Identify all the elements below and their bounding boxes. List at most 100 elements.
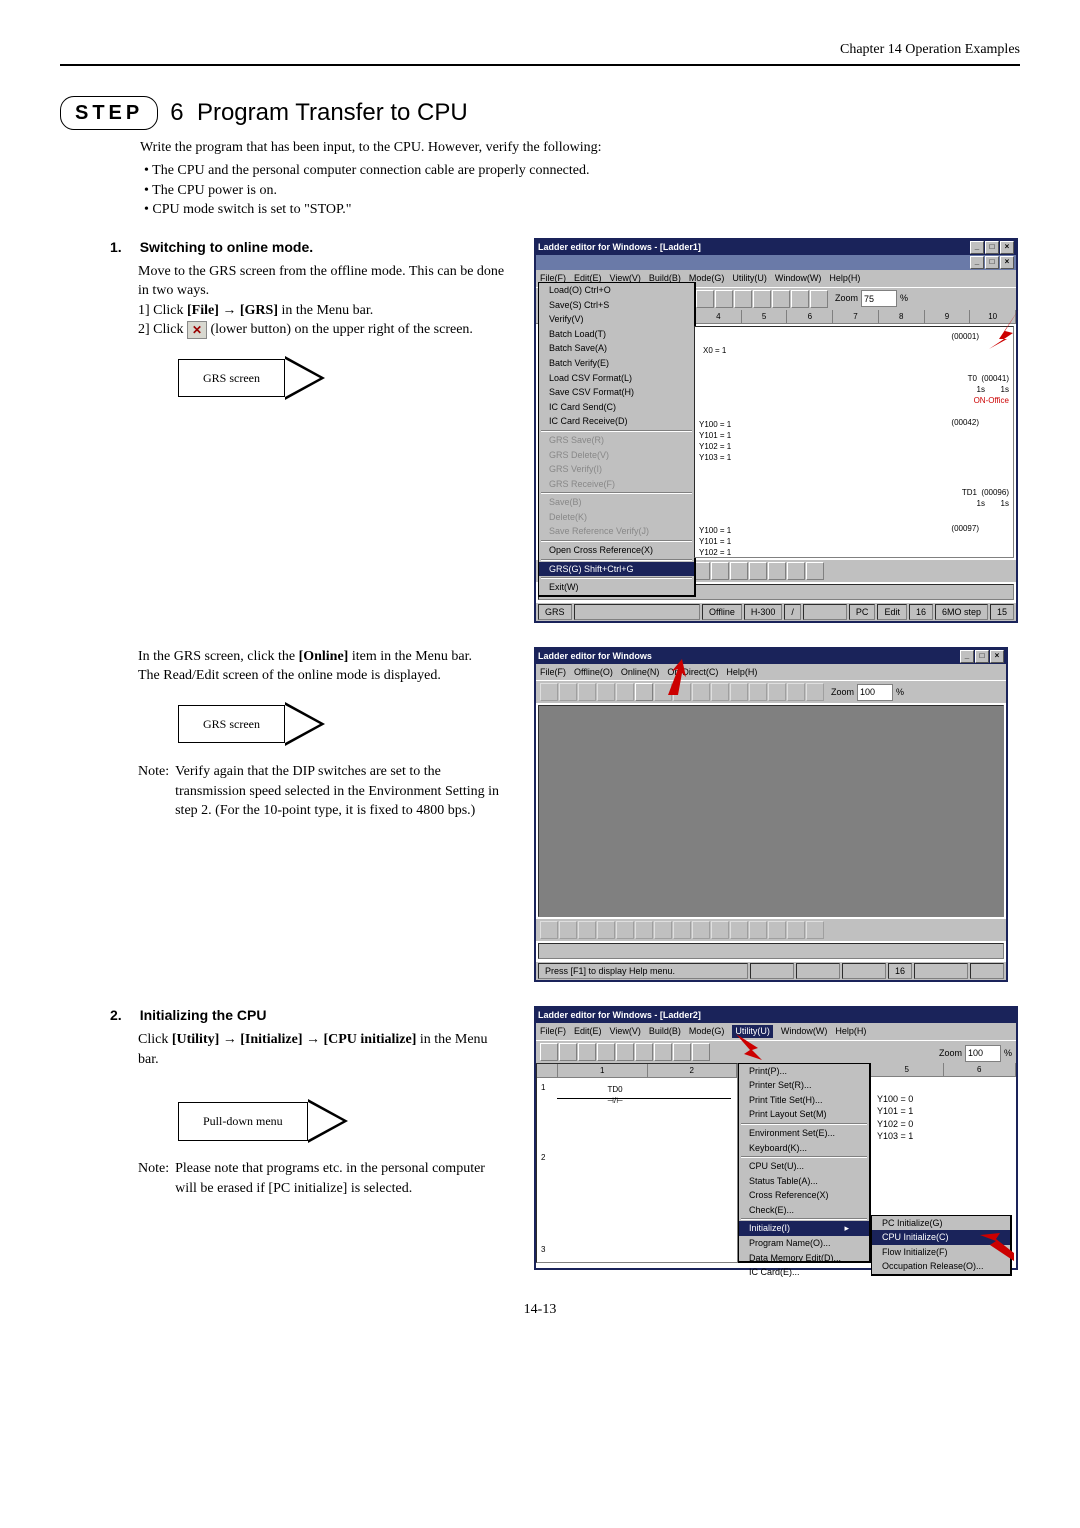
menubar[interactable]: File(F) Offline(O) Online(N) On-Direct(C… — [536, 664, 1006, 681]
menu-item[interactable]: Print(P)... — [739, 1064, 869, 1079]
menu-item[interactable]: Cross Reference(X) — [739, 1188, 869, 1203]
menu-item[interactable]: Save(S) Ctrl+S — [539, 298, 694, 313]
menu-item[interactable]: Window(W) — [775, 272, 822, 285]
tool-button[interactable] — [734, 290, 752, 308]
tool-button[interactable] — [806, 562, 824, 580]
tool-button[interactable] — [597, 1043, 615, 1061]
txt: Y100 = 1 — [699, 526, 731, 535]
tool-button[interactable] — [578, 1043, 596, 1061]
zoom-control[interactable]: Zoom % — [835, 290, 908, 307]
col: 2 — [648, 1064, 738, 1077]
tool-button[interactable] — [768, 562, 786, 580]
step-title: 6 Program Transfer to CPU — [170, 96, 467, 130]
zoom-control[interactable]: Zoom % — [939, 1045, 1012, 1062]
tool-button[interactable] — [749, 562, 767, 580]
menu-item[interactable]: Online(N) — [621, 666, 660, 679]
tool-button[interactable] — [753, 290, 771, 308]
tool-button[interactable] — [715, 290, 733, 308]
menu-item[interactable]: Build(B) — [649, 1025, 681, 1038]
tool-button[interactable] — [787, 562, 805, 580]
close-icon[interactable]: × — [990, 650, 1004, 663]
menu-item[interactable]: Data Memory Edit(D)... — [739, 1251, 869, 1266]
tool-button[interactable] — [654, 1043, 672, 1061]
maximize-icon[interactable]: □ — [985, 256, 999, 269]
menu-item[interactable]: Status Table(A)... — [739, 1174, 869, 1189]
tool-button[interactable] — [730, 562, 748, 580]
menu-item[interactable]: File(F) — [540, 1025, 566, 1038]
win-title: Ladder editor for Windows - [Ladder1] — [538, 241, 701, 254]
zoom-pct: % — [900, 292, 908, 305]
tool-button[interactable] — [692, 1043, 710, 1061]
menu-item[interactable]: IC Card(E)... — [739, 1265, 869, 1280]
tool-button[interactable] — [711, 562, 729, 580]
tool-button[interactable] — [616, 1043, 634, 1061]
menu-item[interactable]: Verify(V) — [539, 312, 694, 327]
menu-item-initialize[interactable]: Initialize(I)▸ — [739, 1221, 869, 1236]
menu-item[interactable]: Printer Set(R)... — [739, 1078, 869, 1093]
txt: Y100 = 1 — [699, 420, 731, 429]
menu-item[interactable]: Batch Verify(E) — [539, 356, 694, 371]
file-dropdown[interactable]: Load(O) Ctrl+O Save(S) Ctrl+S Verify(V) … — [538, 282, 696, 597]
row-num: 1 — [541, 1082, 545, 1093]
close-icon[interactable]: × — [1000, 256, 1014, 269]
menu-item[interactable]: File(F) — [540, 666, 566, 679]
minimize-icon[interactable]: _ — [970, 241, 984, 254]
txt: In the GRS screen, click the — [138, 649, 299, 664]
menu-item[interactable]: Help(H) — [829, 272, 860, 285]
tool-button[interactable] — [540, 1043, 558, 1061]
intro-list: The CPU and the personal computer connec… — [140, 161, 1020, 220]
menu-item[interactable]: Window(W) — [781, 1025, 828, 1038]
menu-item[interactable]: Edit(E) — [574, 1025, 602, 1038]
zoom-input[interactable] — [861, 290, 897, 307]
menu-item[interactable]: Print Layout Set(M) — [739, 1107, 869, 1122]
maximize-icon[interactable]: □ — [975, 650, 989, 663]
menu-item[interactable]: CPU Set(U)... — [739, 1159, 869, 1174]
menu-item[interactable]: Occupation Release(O)... — [872, 1259, 1010, 1274]
minimize-icon[interactable]: _ — [970, 256, 984, 269]
menu-item[interactable]: Load(O) Ctrl+O — [539, 283, 694, 298]
tool-button[interactable] — [791, 290, 809, 308]
tool-button[interactable] — [635, 1043, 653, 1061]
menu-item[interactable]: Check(E)... — [739, 1203, 869, 1218]
tool-button[interactable] — [635, 683, 653, 701]
menu-item[interactable]: Help(H) — [835, 1025, 866, 1038]
maximize-icon[interactable]: □ — [985, 241, 999, 254]
menubar[interactable]: File(F) Edit(E) View(V) Build(B) Mode(G)… — [536, 1023, 1016, 1040]
menu-item-grs[interactable]: GRS(G) Shift+Ctrl+G — [539, 562, 694, 577]
utility-dropdown[interactable]: Print(P)... Printer Set(R)... Print Titl… — [738, 1063, 871, 1263]
tool-button[interactable] — [772, 290, 790, 308]
menu-item[interactable]: Offline(O) — [574, 666, 613, 679]
inner-titlebar: _ □ × — [536, 255, 1016, 270]
menu-item[interactable]: Batch Load(T) — [539, 327, 694, 342]
page-number: 14-13 — [60, 1300, 1020, 1320]
menu-item[interactable]: Program Name(O)... — [739, 1236, 869, 1251]
menu-item[interactable]: Save CSV Format(H) — [539, 385, 694, 400]
note-body: Please note that programs etc. in the pe… — [175, 1159, 510, 1198]
menu-item[interactable]: IC Card Receive(D) — [539, 414, 694, 429]
tool-button — [673, 921, 691, 939]
tool-button[interactable] — [559, 1043, 577, 1061]
menu-item[interactable]: Open Cross Reference(X) — [539, 543, 694, 558]
zoom-control[interactable]: Zoom % — [831, 684, 904, 701]
s1-li1: 1] Click [File] → [GRS] in the Menu bar. — [138, 301, 510, 321]
menu-item[interactable]: Keyboard(K)... — [739, 1141, 869, 1156]
tool-button[interactable] — [696, 290, 714, 308]
menu-item[interactable]: Environment Set(E)... — [739, 1126, 869, 1141]
menu-item[interactable]: View(V) — [610, 1025, 641, 1038]
menu-item[interactable]: Utility(U) — [732, 272, 767, 285]
tool-button[interactable] — [810, 290, 828, 308]
close-icon[interactable]: × — [1000, 241, 1014, 254]
menu-item[interactable]: Help(H) — [726, 666, 757, 679]
minimize-icon[interactable]: _ — [960, 650, 974, 663]
menu-item[interactable]: Load CSV Format(L) — [539, 371, 694, 386]
menu-item-exit[interactable]: Exit(W) — [539, 580, 694, 595]
note-2: Note: Please note that programs etc. in … — [138, 1159, 510, 1198]
menu-item[interactable]: Print Title Set(H)... — [739, 1093, 869, 1108]
zoom-input[interactable] — [857, 684, 893, 701]
tool-button[interactable] — [673, 1043, 691, 1061]
menu-item[interactable]: IC Card Send(C) — [539, 400, 694, 415]
menu-item[interactable]: Batch Save(A) — [539, 341, 694, 356]
menu-item[interactable]: Mode(G) — [689, 1025, 725, 1038]
zoom-label: Zoom — [835, 292, 858, 305]
zoom-input[interactable] — [965, 1045, 1001, 1062]
